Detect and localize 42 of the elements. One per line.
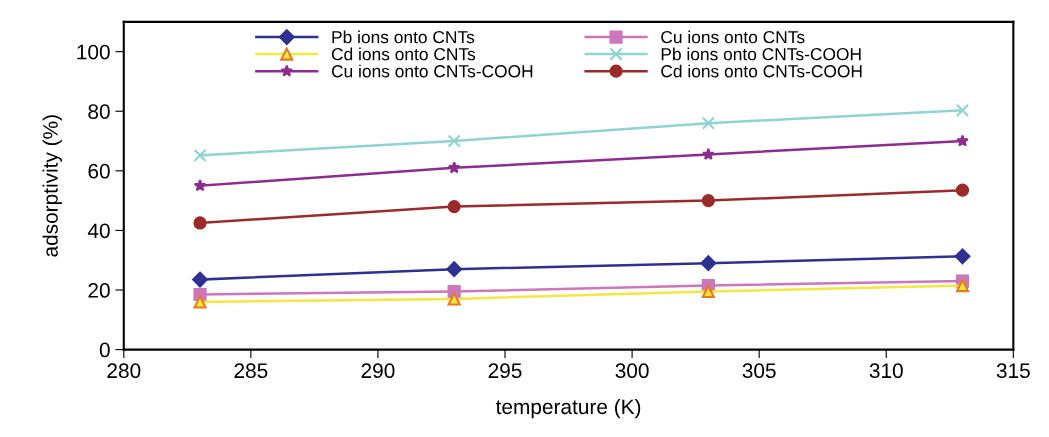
y-tick-label: 80 xyxy=(88,104,110,119)
legend-label: Cd ions onto CNTs xyxy=(331,47,476,61)
y-tick-label: 40 xyxy=(87,223,110,239)
point xyxy=(447,134,461,148)
point xyxy=(955,278,970,293)
point xyxy=(193,179,207,192)
y-tick-label: 60 xyxy=(88,163,110,179)
point xyxy=(702,147,715,160)
point xyxy=(700,255,717,272)
y-tick-label: 100 xyxy=(77,44,110,60)
x-axis-title: temperature (K) xyxy=(495,398,641,419)
point xyxy=(701,116,715,130)
legend-label: Cu ions onto CNTs-COOH xyxy=(331,64,533,78)
legend-label: Pb ions onto CNTs-COOH xyxy=(661,47,861,61)
y-tick-label: 0 xyxy=(99,342,110,358)
point xyxy=(956,134,969,147)
point xyxy=(955,183,970,197)
x-tick-label: 315 xyxy=(996,363,1030,379)
x-tick-label: 305 xyxy=(742,363,776,379)
point xyxy=(193,295,207,309)
point xyxy=(954,248,971,265)
x-tick-label: 300 xyxy=(615,363,649,379)
point xyxy=(701,284,715,299)
legend-label: Pb ions onto CNTs xyxy=(332,30,475,44)
x-tick-label: 290 xyxy=(361,363,395,379)
x-tick-label: 280 xyxy=(107,363,141,379)
x-tick-label: 295 xyxy=(488,363,522,379)
x-tick-label: 310 xyxy=(869,363,903,379)
point xyxy=(193,148,207,162)
point xyxy=(447,199,461,214)
point xyxy=(446,261,463,278)
legend-label: Cd ions onto CNTs-COOH xyxy=(661,64,862,78)
point xyxy=(447,161,461,174)
point xyxy=(193,216,207,230)
legend-label: Cu ions onto CNTs xyxy=(661,30,805,44)
y-tick-label: 20 xyxy=(88,283,110,298)
x-tick-label: 285 xyxy=(234,363,268,379)
y-axis-title: adsorptivity (%) xyxy=(42,115,62,257)
point xyxy=(955,103,970,117)
point xyxy=(701,194,715,208)
point xyxy=(192,271,208,288)
point xyxy=(447,292,461,306)
